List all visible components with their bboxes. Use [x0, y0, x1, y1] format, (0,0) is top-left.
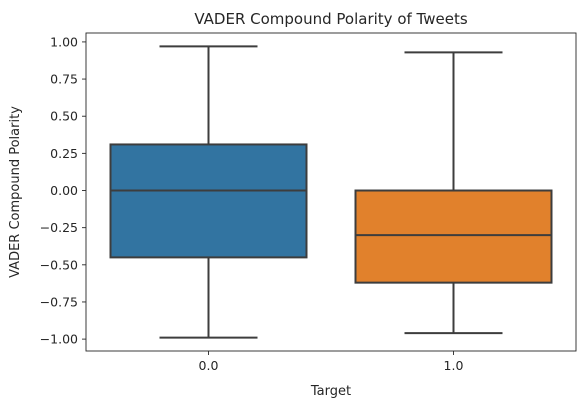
chart-title: VADER Compound Polarity of Tweets — [194, 10, 467, 28]
iqr-box — [354, 189, 553, 284]
y-tick-label: 0.00 — [50, 183, 78, 198]
y-tick-label: −1.00 — [40, 332, 78, 347]
y-tick-label: 0.75 — [50, 72, 78, 87]
box-group-1.0 — [354, 51, 553, 335]
y-tick-label: −0.75 — [40, 294, 78, 309]
x-axis-label: Target — [310, 384, 351, 399]
y-axis: 1.00 0.75 0.50 0.25 0.00 −0.25 −0.50 −0.75 −1.00 — [40, 34, 86, 347]
y-tick-label: −0.25 — [40, 220, 78, 235]
x-axis: 0.0 1.0 — [199, 351, 464, 373]
boxes-layer — [109, 45, 553, 339]
x-tick-label: 0.0 — [199, 358, 219, 373]
y-tick-label: 0.25 — [50, 146, 78, 161]
iqr-box — [109, 143, 308, 259]
y-tick-label: 0.50 — [50, 109, 78, 124]
y-tick-label: −0.50 — [40, 257, 78, 272]
plot-frame — [85, 32, 577, 352]
box-group-0.0 — [109, 45, 308, 339]
y-axis-label: VADER Compound Polarity — [8, 106, 23, 278]
x-tick-label: 1.0 — [444, 358, 464, 373]
y-tick-label: 1.00 — [50, 34, 78, 49]
